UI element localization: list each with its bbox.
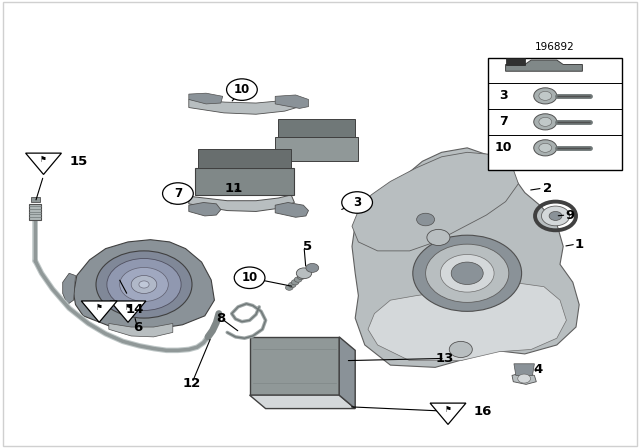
Text: ⚑: ⚑ [445,405,451,414]
Polygon shape [278,119,355,137]
Polygon shape [63,273,76,305]
Circle shape [234,267,265,289]
Polygon shape [110,301,146,322]
Circle shape [306,263,319,272]
Polygon shape [198,149,291,168]
Circle shape [518,374,531,383]
Text: 10: 10 [234,83,250,96]
Circle shape [289,282,296,288]
Text: 7: 7 [499,115,508,129]
Bar [488,58,622,170]
Circle shape [342,192,372,213]
Circle shape [131,276,157,293]
Circle shape [449,341,472,358]
Text: 7: 7 [174,187,182,200]
Polygon shape [352,152,518,251]
Text: 11: 11 [225,181,243,195]
Circle shape [549,211,562,220]
Text: ⚑: ⚑ [125,303,131,312]
Circle shape [427,229,450,246]
Circle shape [300,271,308,277]
Polygon shape [506,58,525,65]
Text: 6: 6 [133,321,142,335]
Text: ⚑: ⚑ [96,303,102,312]
Polygon shape [195,168,294,195]
Text: 196892: 196892 [535,42,575,52]
Polygon shape [514,364,534,375]
Polygon shape [368,282,566,361]
Circle shape [539,91,552,100]
Circle shape [534,140,557,156]
Text: 16: 16 [474,405,492,418]
Circle shape [413,235,522,311]
Circle shape [285,285,293,290]
Circle shape [539,143,552,152]
Polygon shape [26,153,61,174]
Polygon shape [74,240,214,329]
Circle shape [534,88,557,104]
Circle shape [539,117,552,126]
Circle shape [451,262,483,284]
Polygon shape [189,93,223,104]
Polygon shape [189,195,294,211]
Polygon shape [512,373,536,384]
Polygon shape [250,337,339,395]
Circle shape [107,258,181,310]
Polygon shape [250,395,355,409]
Text: 12: 12 [183,376,201,390]
Polygon shape [275,95,308,108]
Text: 5: 5 [303,240,312,253]
Circle shape [96,251,192,318]
Circle shape [291,280,299,285]
Polygon shape [275,202,308,217]
Polygon shape [189,98,304,114]
Text: ⚑: ⚑ [40,155,47,164]
Text: 14: 14 [125,302,143,316]
Circle shape [163,183,193,204]
Text: 1: 1 [575,237,584,251]
Circle shape [426,244,509,302]
Circle shape [417,213,435,226]
Text: 3: 3 [353,196,361,209]
Polygon shape [275,137,358,161]
Circle shape [440,254,494,292]
Circle shape [120,267,168,302]
Circle shape [541,206,570,226]
Text: 10: 10 [495,141,513,155]
Polygon shape [189,202,221,216]
Circle shape [227,79,257,100]
Text: 10: 10 [241,271,258,284]
Circle shape [294,277,302,282]
Text: 13: 13 [436,352,454,365]
Text: 8: 8 [216,311,225,325]
Text: 4: 4 [533,363,542,376]
Polygon shape [430,403,466,424]
Circle shape [139,281,149,288]
Polygon shape [109,323,173,337]
Text: 9: 9 [565,208,574,222]
Text: 3: 3 [499,89,508,103]
Circle shape [296,268,312,279]
Polygon shape [506,60,582,71]
Circle shape [534,114,557,130]
Text: 15: 15 [70,155,88,168]
Polygon shape [31,197,40,202]
Polygon shape [81,301,117,322]
Polygon shape [339,337,355,409]
Polygon shape [29,204,41,220]
Circle shape [297,274,305,280]
Polygon shape [352,148,579,367]
Text: 2: 2 [543,181,552,195]
